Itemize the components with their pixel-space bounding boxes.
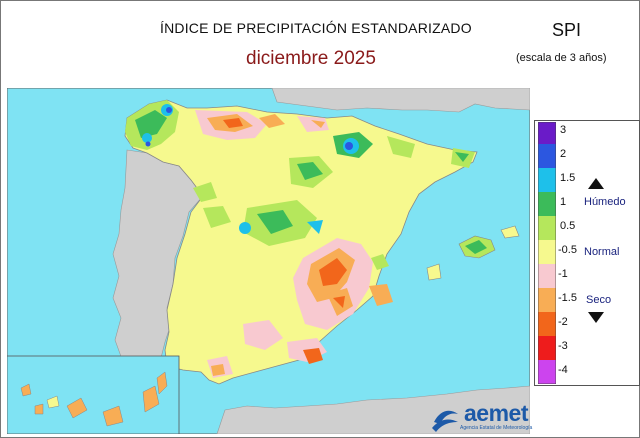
legend-tick: 0.5 [560, 220, 576, 232]
france-land [271, 88, 530, 113]
page-title: ÍNDICE DE PRECIPITACIÓN ESTANDARIZADO [160, 20, 472, 36]
legend-tick: -4 [558, 364, 568, 376]
menorca [500, 225, 520, 239]
legend-tick: -0.5 [558, 244, 577, 256]
legend-tick: -3 [558, 340, 568, 352]
index-name: SPI [552, 20, 582, 40]
period-subtitle: diciembre 2025 [246, 48, 376, 69]
legend-tick: -1.5 [558, 292, 577, 304]
logo-tagline: Agencia Estatal de Meteorología [460, 425, 533, 431]
humid-label: Húmedo [584, 196, 626, 208]
normal-label: Normal [584, 246, 620, 258]
ibiza [426, 263, 442, 281]
dry-label: Seco [586, 294, 612, 306]
spain-land [124, 99, 478, 385]
humid-arrow-up-icon [588, 178, 604, 189]
aemet-logo [432, 410, 458, 432]
legend-tick: 1.5 [560, 172, 576, 184]
legend-tick: 1 [560, 196, 567, 208]
spi-map [7, 88, 530, 434]
legend-tick: -1 [558, 268, 568, 280]
legend-tick: 3 [560, 124, 567, 136]
legend-tick: 2 [560, 148, 567, 160]
logo-wordmark: aemet [464, 400, 528, 426]
legend-tick: -2 [558, 316, 568, 328]
scale-note: (escala de 3 años) [516, 52, 607, 64]
legend: 3 2 1.5 1 0.5 -0.5 -1 -1.5 -2 -3 -4 Húme… [534, 120, 640, 386]
dry-arrow-down-icon [588, 312, 604, 323]
legend-colorbar [538, 122, 556, 384]
